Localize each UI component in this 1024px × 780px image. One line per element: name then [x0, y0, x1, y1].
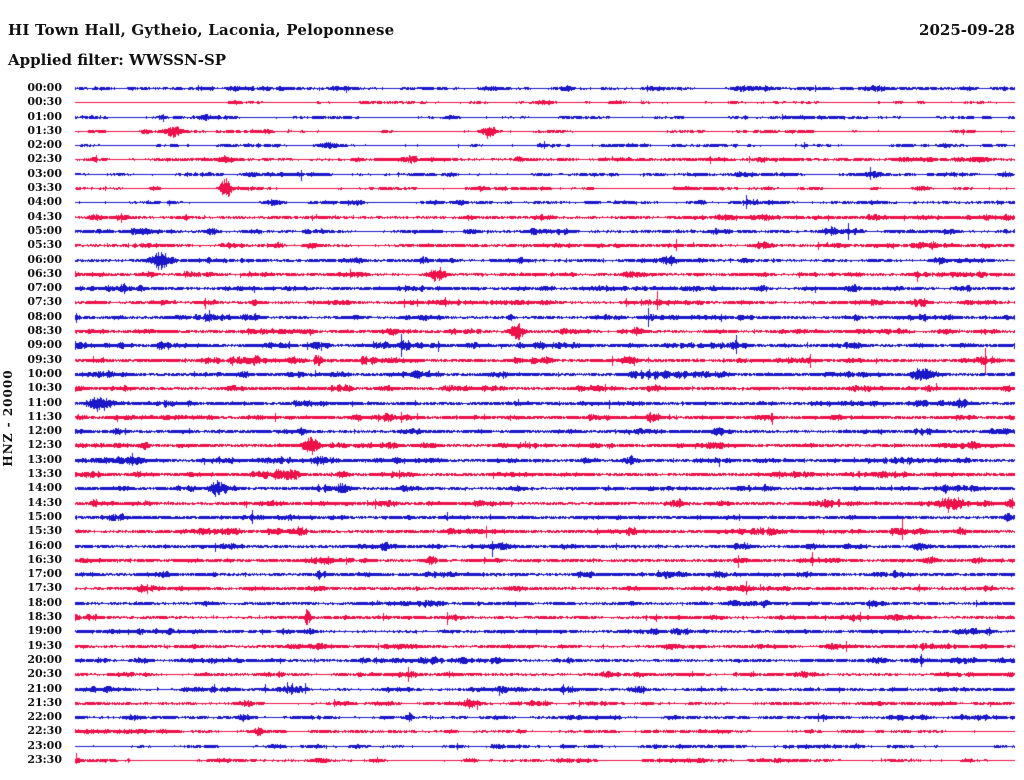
trace-row-label: 08:30 [27, 324, 62, 338]
trace-row-label: 04:00 [27, 195, 62, 209]
trace-row-label: 18:30 [27, 610, 62, 624]
trace-row-label: 03:00 [27, 166, 62, 180]
trace-row-label: 20:00 [27, 652, 62, 666]
trace-row-label: 20:30 [27, 667, 62, 681]
trace-row-label: 05:00 [27, 223, 62, 237]
trace-row-label: 05:30 [27, 238, 62, 252]
trace-row-label: 14:30 [27, 495, 62, 509]
trace-row-label: 04:30 [27, 209, 62, 223]
trace-row-label: 01:30 [27, 123, 62, 137]
trace-row-label: 02:30 [27, 152, 62, 166]
trace-row-label: 11:30 [27, 409, 62, 423]
trace-row-label: 23:00 [27, 738, 62, 752]
trace-row-label: 11:00 [27, 395, 62, 409]
trace-row-label: 19:30 [27, 638, 62, 652]
trace-row-label: 19:00 [27, 624, 62, 638]
trace-row-label: 07:30 [27, 295, 62, 309]
trace-row-label: 15:00 [27, 509, 62, 523]
trace-row-label: 03:30 [27, 181, 62, 195]
trace-row-label: 22:30 [27, 724, 62, 738]
trace-row-label: 10:30 [27, 381, 62, 395]
trace-row-label: 00:00 [27, 81, 62, 94]
trace-row-label: 08:00 [27, 309, 62, 323]
trace-row-label: 14:00 [27, 481, 62, 495]
trace-row-label: 07:00 [27, 281, 62, 295]
trace-row-label: 23:30 [27, 753, 62, 766]
trace-row-label: 12:00 [27, 424, 62, 438]
trace-row-label: 10:00 [27, 366, 62, 380]
trace-row-label: 09:00 [27, 338, 62, 352]
trace-row-label: 17:30 [27, 581, 62, 595]
time-axis-labels: 00:00 00:30 01:00 01:30 02:00 02:30 03:00 03:30… [0, 0, 64, 780]
trace-row-label: 21:30 [27, 695, 62, 709]
trace-row-label: 02:00 [27, 138, 62, 152]
trace-row-label: 17:00 [27, 567, 62, 581]
trace-row-label: 13:30 [27, 467, 62, 481]
trace-row-label: 21:00 [27, 681, 62, 695]
trace-row-label: 18:00 [27, 595, 62, 609]
trace-row-label: 22:00 [27, 710, 62, 724]
trace-row-label: 06:30 [27, 266, 62, 280]
trace-row-label: 12:30 [27, 438, 62, 452]
trace-row-label: 15:30 [27, 524, 62, 538]
trace-row-label: 16:00 [27, 538, 62, 552]
trace-row-label: 06:00 [27, 252, 62, 266]
trace-row-label: 09:30 [27, 352, 62, 366]
trace-row-label: 13:00 [27, 452, 62, 466]
trace-row-label: 01:00 [27, 109, 62, 123]
trace-row-label: 16:30 [27, 552, 62, 566]
trace-row-label: 00:30 [27, 95, 62, 109]
